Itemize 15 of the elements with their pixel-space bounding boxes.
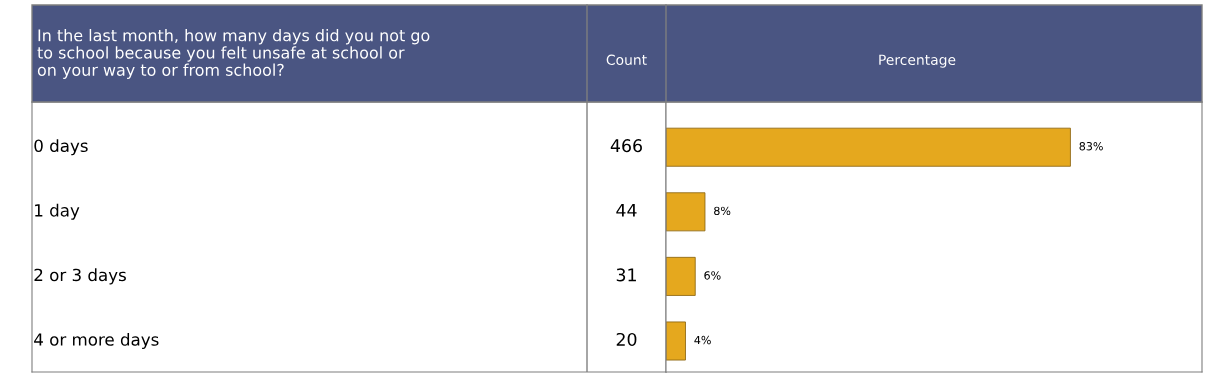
data-label: 83%	[1079, 142, 1103, 151]
category-label: 1 day	[35, 203, 80, 220]
data-label: 6%	[704, 271, 721, 280]
data-label: 31	[616, 268, 636, 282]
data-label: 8%	[714, 206, 731, 216]
data-label: 4%	[694, 335, 711, 345]
text: Count	[606, 54, 647, 66]
data-label: 44	[616, 203, 637, 217]
category-label: 4 or more days	[34, 332, 159, 350]
text: In the last month, how many days did you not go to school because you felt unsafe at school or on your way to or from school?	[37, 28, 430, 80]
category-label: 2 or 3 days	[34, 268, 126, 285]
data-label: 20	[616, 332, 637, 347]
category-label: 0 days	[34, 139, 88, 156]
chart-title: Percentage	[879, 54, 956, 68]
data-label: 466	[610, 139, 642, 153]
